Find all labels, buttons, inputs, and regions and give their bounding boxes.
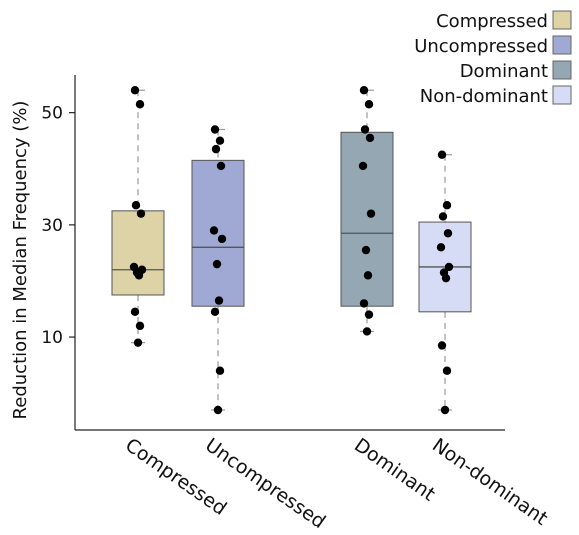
- data-point: [438, 212, 448, 221]
- x-category-label: Dominant: [350, 434, 439, 505]
- data-point: [217, 234, 227, 244]
- data-point: [360, 125, 370, 134]
- data-point: [213, 405, 223, 415]
- data-point: [442, 366, 452, 375]
- data-point: [210, 307, 220, 317]
- data-point: [437, 341, 447, 350]
- legend: Compressed Uncompressed Dominant Non-domina…: [414, 10, 572, 107]
- data-point: [130, 307, 140, 317]
- data-point: [359, 299, 369, 308]
- y-tick-label: 30: [41, 216, 63, 236]
- data-point: [363, 271, 373, 280]
- x-category-label: Non-dominant: [428, 434, 552, 530]
- data-point: [215, 366, 225, 375]
- data-point: [211, 144, 221, 154]
- data-point: [366, 209, 376, 218]
- box-group-non-dominant: [418, 150, 472, 415]
- data-point: [358, 161, 368, 171]
- legend-label: Dominant: [460, 61, 548, 82]
- data-point: [209, 226, 219, 235]
- box-group-dominant: [340, 86, 394, 336]
- box-group-compressed: [111, 86, 165, 347]
- data-point: [441, 273, 451, 283]
- data-point: [361, 245, 371, 255]
- x-category-label: Uncompressed: [201, 434, 329, 533]
- data-point: [130, 86, 140, 95]
- data-point: [437, 150, 447, 159]
- data-point: [131, 201, 141, 210]
- data-point: [365, 133, 375, 143]
- data-point: [436, 243, 446, 252]
- box: [340, 131, 394, 307]
- data-point: [364, 100, 374, 109]
- data-point: [216, 161, 226, 171]
- legend-label: Non-dominant: [420, 86, 548, 107]
- y-axis-title: Reduction in Median Frequency (%): [10, 101, 31, 420]
- legend-label: Compressed: [436, 11, 548, 32]
- data-point: [212, 259, 222, 269]
- box-group-uncompressed: [191, 125, 245, 415]
- data-point: [362, 327, 372, 336]
- axes: 10 30 50: [41, 75, 505, 431]
- data-point: [135, 100, 145, 109]
- data-point: [359, 86, 369, 95]
- box: [191, 159, 245, 307]
- legend-label: Uncompressed: [414, 36, 548, 57]
- data-point: [444, 262, 454, 272]
- data-point: [210, 125, 220, 134]
- data-point: [364, 310, 374, 319]
- box: [111, 210, 165, 296]
- data-point: [134, 271, 144, 280]
- y-tick-label: 50: [41, 104, 63, 124]
- boxes: [111, 86, 472, 415]
- legend-swatch: [552, 85, 572, 105]
- data-point: [214, 296, 224, 305]
- data-point: [440, 405, 450, 415]
- data-point: [133, 338, 143, 347]
- data-point: [135, 321, 145, 331]
- y-tick-label: 10: [41, 328, 63, 348]
- legend-swatch: [552, 10, 572, 30]
- data-point: [442, 201, 452, 210]
- data-point: [136, 209, 146, 218]
- data-point: [443, 229, 453, 238]
- legend-swatch: [552, 35, 572, 55]
- data-point: [215, 136, 225, 145]
- legend-swatch: [552, 60, 572, 80]
